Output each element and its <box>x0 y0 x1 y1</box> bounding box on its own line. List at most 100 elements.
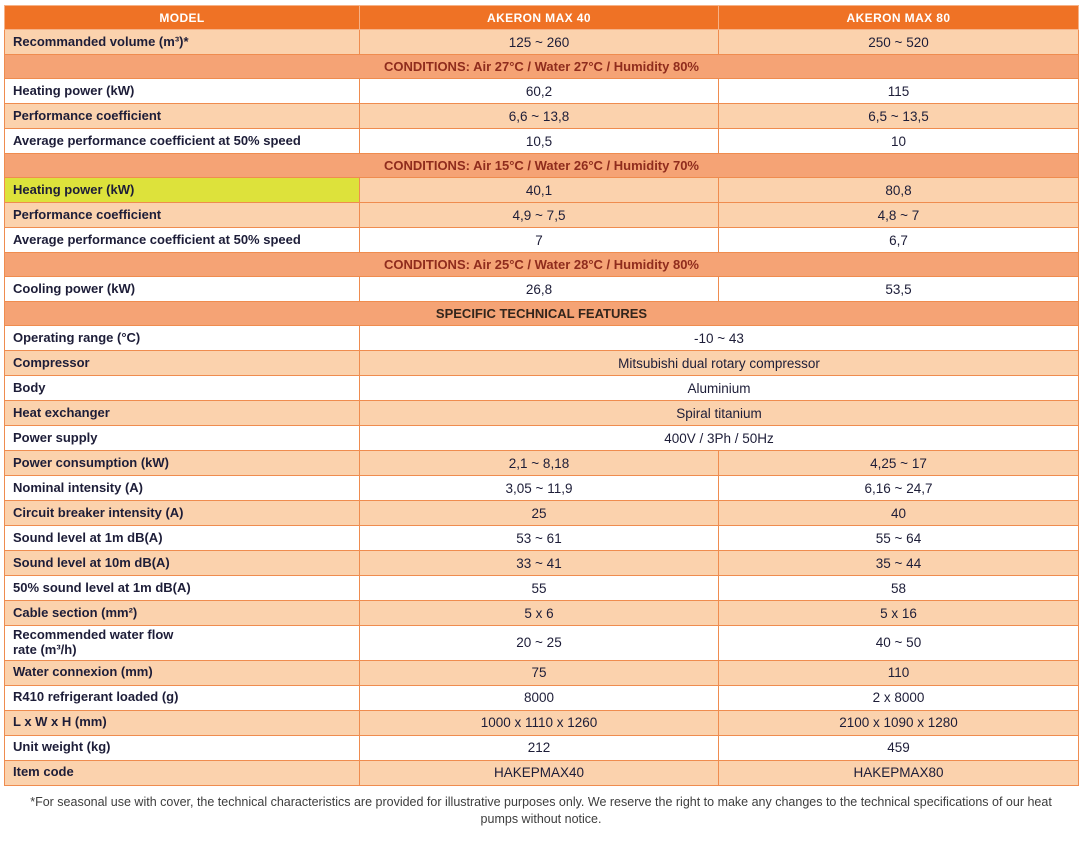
spec-value: 25 <box>359 500 719 526</box>
spec-value: 115 <box>718 78 1079 104</box>
spec-value: 5 x 16 <box>718 600 1079 626</box>
spec-value: HAKEPMAX80 <box>718 759 1079 786</box>
spec-value: 33 ~ 41 <box>359 550 719 576</box>
spec-value: 6,16 ~ 24,7 <box>718 475 1079 501</box>
spec-value: 40 ~ 50 <box>718 625 1079 661</box>
spec-value: 212 <box>359 734 719 761</box>
spec-label: Power supply <box>4 425 360 451</box>
table-row: Unit weight (kg) 212 459 <box>4 734 1079 761</box>
table-row: Compressor Mitsubishi dual rotary compre… <box>4 350 1079 376</box>
spec-label: Water connexion (mm) <box>4 659 360 686</box>
spec-label: Compressor <box>4 350 360 376</box>
spec-label: Cable section (mm²) <box>4 600 360 626</box>
spec-label: Performance coefficient <box>4 103 360 129</box>
spec-label: Recommanded volume (m³)* <box>4 29 360 55</box>
table-row: Heating power (kW) 60,2 115 <box>4 78 1079 104</box>
table-row: Body Aluminium <box>4 375 1079 401</box>
spec-value: 1000 x 1110 x 1260 <box>359 709 719 736</box>
spec-label: Sound level at 1m dB(A) <box>4 525 360 551</box>
spec-value: 53,5 <box>718 276 1079 302</box>
spec-value: 10,5 <box>359 128 719 154</box>
spec-value: 60,2 <box>359 78 719 104</box>
spec-label: Sound level at 10m dB(A) <box>4 550 360 576</box>
spec-value: 53 ~ 61 <box>359 525 719 551</box>
spec-label: Heating power (kW) <box>4 78 360 104</box>
column-header-akeron-max-80: AKERON MAX 80 <box>718 5 1079 30</box>
spec-label: Body <box>4 375 360 401</box>
section-header-row: SPECIFIC TECHNICAL FEATURES <box>4 301 1079 326</box>
spec-value: Mitsubishi dual rotary compressor <box>359 350 1079 376</box>
spec-value: 40 <box>718 500 1079 526</box>
spec-value: 58 <box>718 575 1079 601</box>
column-header-akeron-max-40: AKERON MAX 40 <box>359 5 719 30</box>
table-row: Sound level at 1m dB(A) 53 ~ 61 55 ~ 64 <box>4 525 1079 551</box>
table-row: Water connexion (mm) 75 110 <box>4 659 1079 686</box>
section-header-row: CONDITIONS: Air 15°C / Water 26°C / Humi… <box>4 153 1079 178</box>
spec-value: 400V / 3Ph / 50Hz <box>359 425 1079 451</box>
spec-value: 20 ~ 25 <box>359 625 719 661</box>
spec-value: 2,1 ~ 8,18 <box>359 450 719 476</box>
column-header-model: MODEL <box>4 5 360 30</box>
spec-value: 125 ~ 260 <box>359 29 719 55</box>
footnote: *For seasonal use with cover, the techni… <box>30 794 1052 827</box>
spec-value: Spiral titanium <box>359 400 1079 426</box>
section-title: CONDITIONS: Air 15°C / Water 26°C / Humi… <box>4 153 1079 178</box>
spec-label: Cooling power (kW) <box>4 276 360 302</box>
section-title: CONDITIONS: Air 27°C / Water 27°C / Humi… <box>4 54 1079 79</box>
table-row: Recommanded volume (m³)* 125 ~ 260 250 ~… <box>4 29 1079 55</box>
table-row: Recommended water flow rate (m³/h) 20 ~ … <box>4 625 1079 661</box>
spec-label: Circuit breaker intensity (A) <box>4 500 360 526</box>
spec-value: 6,7 <box>718 227 1079 253</box>
table-row: Circuit breaker intensity (A) 25 40 <box>4 500 1079 526</box>
table-row: Cable section (mm²) 5 x 6 5 x 16 <box>4 600 1079 626</box>
spec-value: 55 ~ 64 <box>718 525 1079 551</box>
spec-value: 80,8 <box>718 177 1079 203</box>
spec-value: -10 ~ 43 <box>359 325 1079 351</box>
spec-value: 4,8 ~ 7 <box>718 202 1079 228</box>
spec-value: 7 <box>359 227 719 253</box>
spec-label: R410 refrigerant loaded (g) <box>4 684 360 711</box>
section-title: SPECIFIC TECHNICAL FEATURES <box>4 301 1079 326</box>
spec-label: Performance coefficient <box>4 202 360 228</box>
table-row: Power supply 400V / 3Ph / 50Hz <box>4 425 1079 451</box>
spec-label: Heat exchanger <box>4 400 360 426</box>
table-row: L x W x H (mm) 1000 x 1110 x 1260 2100 x… <box>4 709 1079 736</box>
table-row: Power consumption (kW) 2,1 ~ 8,18 4,25 ~… <box>4 450 1079 476</box>
spec-value: 2 x 8000 <box>718 684 1079 711</box>
spec-label: Average performance coefficient at 50% s… <box>4 128 360 154</box>
spec-value: 5 x 6 <box>359 600 719 626</box>
spec-label: 50% sound level at 1m dB(A) <box>4 575 360 601</box>
section-header-row: CONDITIONS: Air 25°C / Water 28°C / Humi… <box>4 252 1079 277</box>
table-row: Average performance coefficient at 50% s… <box>4 227 1079 253</box>
spec-label: Item code <box>4 759 360 786</box>
table-row: Sound level at 10m dB(A) 33 ~ 41 35 ~ 44 <box>4 550 1079 576</box>
table-row: Operating range (°C) -10 ~ 43 <box>4 325 1079 351</box>
table-row: 50% sound level at 1m dB(A) 55 58 <box>4 575 1079 601</box>
spec-value: 250 ~ 520 <box>718 29 1079 55</box>
spec-value: 4,9 ~ 7,5 <box>359 202 719 228</box>
spec-label: Average performance coefficient at 50% s… <box>4 227 360 253</box>
spec-label: Operating range (°C) <box>4 325 360 351</box>
spec-label: L x W x H (mm) <box>4 709 360 736</box>
spec-value: 40,1 <box>359 177 719 203</box>
spec-value: 6,5 ~ 13,5 <box>718 103 1079 129</box>
table-row: Performance coefficient 6,6 ~ 13,8 6,5 ~… <box>4 103 1079 129</box>
spec-value: 55 <box>359 575 719 601</box>
table-row-highlighted: Heating power (kW) 40,1 80,8 <box>4 177 1079 203</box>
table-header-row: MODEL AKERON MAX 40 AKERON MAX 80 <box>4 5 1079 30</box>
table-row: R410 refrigerant loaded (g) 8000 2 x 800… <box>4 684 1079 711</box>
section-title: CONDITIONS: Air 25°C / Water 28°C / Humi… <box>4 252 1079 277</box>
spec-value: 3,05 ~ 11,9 <box>359 475 719 501</box>
table-row: Item code HAKEPMAX40 HAKEPMAX80 <box>4 759 1079 786</box>
spec-value: 4,25 ~ 17 <box>718 450 1079 476</box>
spec-label: Nominal intensity (A) <box>4 475 360 501</box>
table-row: Nominal intensity (A) 3,05 ~ 11,9 6,16 ~… <box>4 475 1079 501</box>
spec-value: HAKEPMAX40 <box>359 759 719 786</box>
spec-value: 10 <box>718 128 1079 154</box>
spec-value: 35 ~ 44 <box>718 550 1079 576</box>
spec-value: 75 <box>359 659 719 686</box>
spec-label: Heating power (kW) <box>4 177 360 203</box>
table-row: Average performance coefficient at 50% s… <box>4 128 1079 154</box>
spec-label: Recommended water flow rate (m³/h) <box>4 625 360 661</box>
spec-value: 26,8 <box>359 276 719 302</box>
